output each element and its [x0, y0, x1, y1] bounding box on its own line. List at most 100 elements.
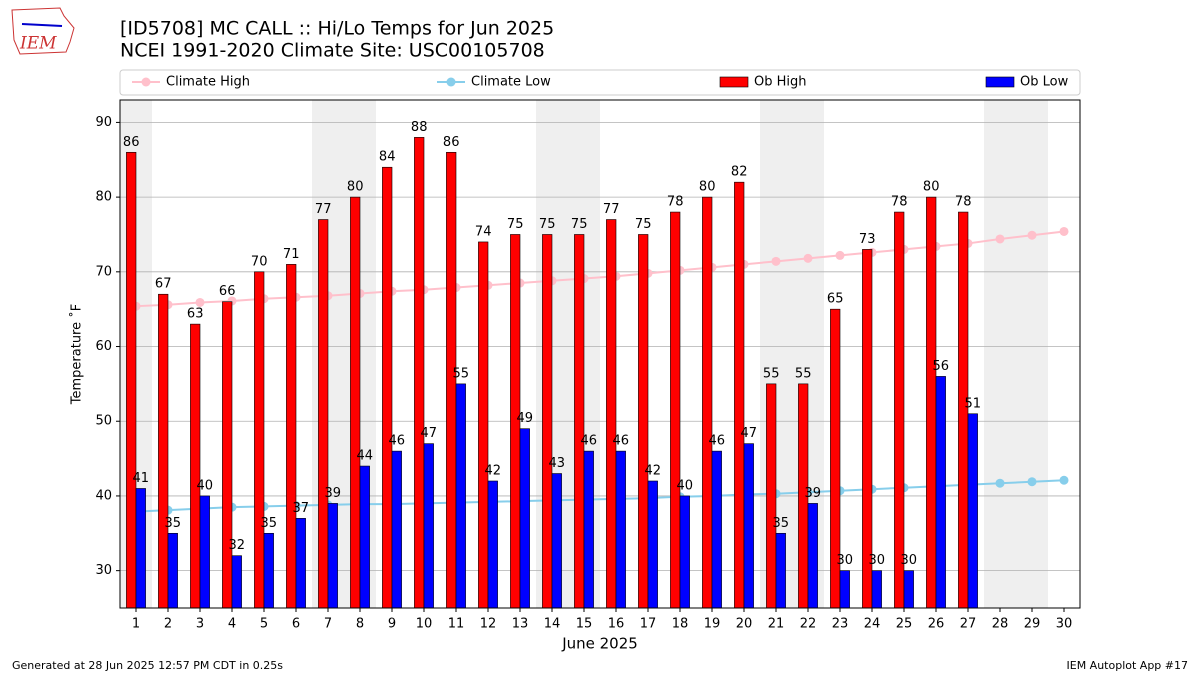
logo-line	[21, 23, 63, 27]
y-tick-label: 90	[95, 115, 112, 130]
bar-value-label: 47	[421, 426, 438, 441]
x-tick-label: 22	[800, 617, 817, 632]
x-tick-label: 20	[736, 617, 753, 632]
y-axis-label: Temperature ˚F	[69, 304, 85, 405]
bar-value-label: 51	[965, 396, 982, 411]
point	[1059, 475, 1069, 485]
bar	[231, 555, 242, 609]
bar	[135, 488, 146, 609]
bar-value-label: 42	[645, 464, 662, 479]
bar-value-label: 42	[485, 464, 502, 479]
point	[995, 234, 1005, 244]
bar-value-label: 88	[411, 120, 428, 135]
bar	[190, 323, 201, 609]
bar-value-label: 35	[773, 516, 790, 531]
bar	[478, 241, 489, 609]
bar	[638, 234, 649, 609]
bar-value-label: 46	[613, 434, 630, 449]
bar	[487, 480, 498, 609]
legend-swatch	[985, 76, 1015, 88]
bar-value-label: 67	[155, 277, 172, 292]
x-tick-label: 1	[132, 617, 140, 632]
x-tick-label: 29	[1024, 617, 1041, 632]
bar-value-label: 40	[677, 478, 694, 493]
bar	[391, 450, 402, 609]
x-tick-label: 21	[768, 617, 785, 632]
x-tick-label: 4	[228, 617, 236, 632]
bar	[903, 570, 914, 609]
bar	[519, 428, 530, 609]
bar-value-label: 75	[571, 217, 588, 232]
bar-value-label: 80	[699, 180, 716, 195]
bar-value-label: 74	[475, 224, 492, 239]
bar-value-label: 77	[603, 202, 620, 217]
footer-right: IEM Autoplot App #17	[1067, 659, 1189, 672]
bar-value-label: 47	[741, 426, 758, 441]
bar-value-label: 71	[283, 247, 300, 262]
bar	[295, 518, 306, 609]
x-tick-label: 3	[196, 617, 204, 632]
legend-point	[446, 77, 456, 87]
x-tick-label: 12	[480, 617, 497, 632]
bar-value-label: 49	[517, 411, 534, 426]
bar-value-label: 86	[443, 135, 460, 150]
bar-value-label: 46	[389, 434, 406, 449]
x-tick-label: 19	[704, 617, 721, 632]
bar-value-label: 44	[357, 449, 374, 464]
x-tick-label: 17	[640, 617, 657, 632]
x-tick-label: 14	[544, 617, 561, 632]
x-tick-label: 6	[292, 617, 300, 632]
bar-value-label: 78	[667, 195, 684, 210]
x-tick-label: 25	[896, 617, 913, 632]
x-tick-label: 15	[576, 617, 593, 632]
plot-frame	[119, 99, 1081, 609]
bar-value-label: 66	[219, 284, 236, 299]
bar-value-label: 55	[453, 366, 470, 381]
legend-swatch	[719, 76, 749, 88]
x-tick-label: 11	[448, 617, 465, 632]
bar-value-label: 77	[315, 202, 332, 217]
bar	[670, 211, 681, 609]
bar	[327, 503, 338, 609]
bar	[318, 219, 329, 609]
bar	[606, 219, 617, 609]
weekend-band	[984, 100, 1016, 608]
bar-value-label: 75	[539, 217, 556, 232]
bar	[542, 234, 553, 609]
y-tick-label: 80	[95, 190, 112, 205]
y-tick-label: 60	[95, 339, 112, 354]
x-tick-label: 13	[512, 617, 529, 632]
bar-value-label: 32	[229, 538, 246, 553]
x-tick-label: 9	[388, 617, 396, 632]
x-tick-label: 16	[608, 617, 625, 632]
bar	[967, 413, 978, 609]
bar-value-label: 56	[933, 359, 950, 374]
bar	[263, 532, 274, 609]
bar	[423, 443, 434, 609]
bar-value-label: 80	[923, 180, 940, 195]
logo-text: IEM	[19, 34, 57, 54]
bar-value-label: 78	[891, 195, 908, 210]
x-tick-label: 30	[1056, 617, 1073, 632]
x-tick-label: 7	[324, 617, 332, 632]
x-tick-label: 5	[260, 617, 268, 632]
chart-title: [ID5708] MC CALL :: Hi/Lo Temps for Jun …	[120, 18, 554, 40]
bar-value-label: 39	[325, 486, 342, 501]
bar	[551, 473, 562, 609]
point	[835, 250, 845, 260]
bar	[679, 495, 690, 609]
bar	[702, 196, 713, 609]
bar-value-label: 35	[165, 516, 182, 531]
y-tick-label: 70	[95, 264, 112, 279]
bar	[254, 271, 265, 609]
bar	[222, 301, 233, 609]
bar	[126, 151, 137, 609]
y-tick-label: 30	[95, 563, 112, 578]
bar-value-label: 65	[827, 292, 844, 307]
logo: IEM	[11, 7, 75, 55]
bar	[766, 383, 777, 609]
bar	[199, 495, 210, 609]
bar	[894, 211, 905, 609]
bar	[382, 166, 393, 609]
x-tick-label: 2	[164, 617, 172, 632]
